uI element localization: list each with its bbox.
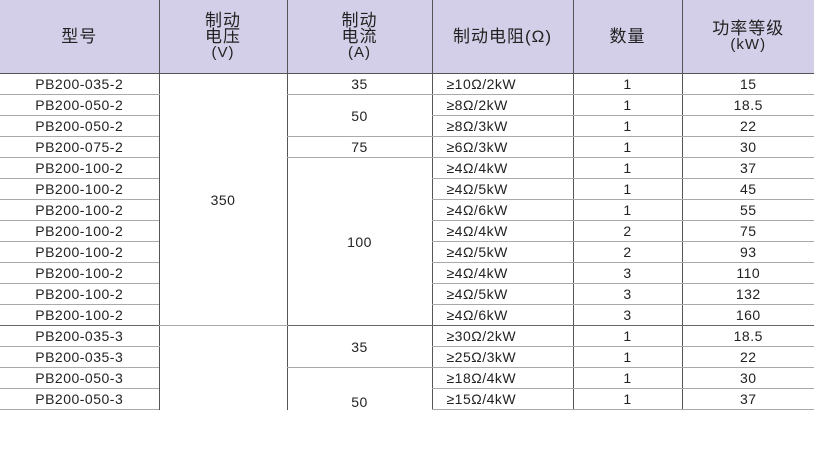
resistor-cell: ≥4Ω/4kW — [431, 262, 573, 284]
current-cell: 100 — [286, 157, 432, 326]
power-cell: 45 — [681, 178, 814, 200]
model-cell: PB200-100-2 — [0, 304, 159, 326]
power-cell: 22 — [681, 115, 814, 137]
quantity-cell: 2 — [572, 241, 682, 263]
header-row: 型号 制动 电压 (V) 制动 电流 (A) 制动电阻(Ω) 数量 功率等级 (kW) — [0, 0, 814, 74]
current-cell: 35 — [286, 325, 432, 368]
current-cell: 35 — [286, 73, 432, 95]
model-cell: PB200-050-2 — [0, 94, 159, 116]
model-cell: PB200-050-3 — [0, 388, 159, 410]
model-cell: PB200-050-2 — [0, 115, 159, 137]
resistor-cell: ≥4Ω/5kW — [431, 241, 573, 263]
quantity-cell: 3 — [572, 304, 682, 326]
header-voltage: 制动 电压 (V) — [158, 0, 287, 74]
model-cell: PB200-075-2 — [0, 136, 159, 158]
table-row: PB200-100-2 ≥4Ω/6kW 3 160 — [0, 304, 814, 326]
power-cell: 75 — [681, 220, 814, 242]
power-cell: 22 — [681, 346, 814, 368]
model-cell: PB200-050-3 — [0, 367, 159, 389]
resistor-cell: ≥4Ω/6kW — [431, 199, 573, 221]
resistor-cell: ≥4Ω/5kW — [431, 283, 573, 305]
model-cell: PB200-035-3 — [0, 325, 159, 347]
header-power: 功率等级 (kW) — [681, 0, 814, 74]
model-cell: PB200-100-2 — [0, 241, 159, 263]
header-current: 制动 电流 (A) — [286, 0, 432, 74]
power-cell: 18.5 — [681, 94, 814, 116]
resistor-cell: ≥4Ω/4kW — [431, 220, 573, 242]
power-cell: 160 — [681, 304, 814, 326]
power-cell: 30 — [681, 367, 814, 389]
quantity-cell: 1 — [572, 178, 682, 200]
quantity-cell: 3 — [572, 283, 682, 305]
table-row: PB200-035-3 ≥25Ω/3kW 1 22 — [0, 346, 814, 368]
quantity-cell: 3 — [572, 262, 682, 284]
model-cell: PB200-100-2 — [0, 178, 159, 200]
power-cell: 110 — [681, 262, 814, 284]
table-row: PB200-050-3 50 ≥18Ω/4kW 1 30 — [0, 367, 814, 410]
table-row: PB200-100-2 ≥4Ω/5kW 2 93 — [0, 241, 814, 263]
resistor-cell: ≥30Ω/2kW — [431, 325, 573, 347]
resistor-cell: ≥15Ω/4kW — [431, 388, 573, 410]
model-cell: PB200-100-2 — [0, 157, 159, 179]
resistor-cell: ≥6Ω/3kW — [431, 136, 573, 158]
model-cell: PB200-035-3 — [0, 346, 159, 368]
table-row: PB200-100-2 ≥4Ω/6kW 1 55 — [0, 199, 814, 221]
table-row: PB200-050-2 ≥8Ω/3kW 1 22 — [0, 115, 814, 137]
quantity-cell: 1 — [572, 367, 682, 389]
quantity-cell: 1 — [572, 94, 682, 116]
quantity-cell: 1 — [572, 325, 682, 347]
model-cell: PB200-035-2 — [0, 73, 159, 95]
header-model: 型号 — [0, 0, 159, 74]
resistor-cell: ≥8Ω/3kW — [431, 115, 573, 137]
voltage-cell — [158, 325, 287, 410]
model-cell: PB200-100-2 — [0, 220, 159, 242]
header-quantity: 数量 — [572, 0, 682, 74]
power-cell: 93 — [681, 241, 814, 263]
resistor-cell: ≥18Ω/4kW — [431, 367, 573, 389]
power-cell: 132 — [681, 283, 814, 305]
quantity-cell: 2 — [572, 220, 682, 242]
header-resistor: 制动电阻(Ω) — [431, 0, 573, 74]
model-cell: PB200-100-2 — [0, 262, 159, 284]
current-cell: 50 — [286, 367, 432, 410]
power-cell: 15 — [681, 73, 814, 95]
table-row: PB200-100-2 100 ≥4Ω/4kW 1 37 — [0, 157, 814, 326]
resistor-cell: ≥4Ω/4kW — [431, 157, 573, 179]
quantity-cell: 1 — [572, 136, 682, 158]
resistor-cell: ≥10Ω/2kW — [431, 73, 573, 95]
quantity-cell: 1 — [572, 115, 682, 137]
quantity-cell: 1 — [572, 199, 682, 221]
table-row: PB200-100-2 ≥4Ω/5kW 3 132 — [0, 283, 814, 305]
table-row: PB200-100-2 ≥4Ω/4kW 2 75 — [0, 220, 814, 242]
model-cell: PB200-100-2 — [0, 199, 159, 221]
table-row: PB200-035-2 350 35 ≥10Ω/2kW 1 15 — [0, 73, 814, 326]
power-cell: 55 — [681, 199, 814, 221]
resistor-cell: ≥8Ω/2kW — [431, 94, 573, 116]
table-row: PB200-035-3 35 ≥30Ω/2kW 1 18.5 — [0, 325, 814, 410]
quantity-cell: 1 — [572, 388, 682, 410]
resistor-cell: ≥4Ω/6kW — [431, 304, 573, 326]
quantity-cell: 1 — [572, 157, 682, 179]
power-cell: 18.5 — [681, 325, 814, 347]
power-cell: 37 — [681, 388, 814, 410]
power-cell: 30 — [681, 136, 814, 158]
power-cell: 37 — [681, 157, 814, 179]
quantity-cell: 1 — [572, 346, 682, 368]
resistor-cell: ≥25Ω/3kW — [431, 346, 573, 368]
voltage-cell: 350 — [158, 73, 287, 326]
table-row: PB200-100-2 ≥4Ω/4kW 3 110 — [0, 262, 814, 284]
table-row: PB200-050-2 50 ≥8Ω/2kW 1 18.5 — [0, 94, 814, 137]
quantity-cell: 1 — [572, 73, 682, 95]
current-cell: 50 — [286, 94, 432, 137]
table-row: PB200-100-2 ≥4Ω/5kW 1 45 — [0, 178, 814, 200]
braking-unit-spec-table: 型号 制动 电压 (V) 制动 电流 (A) 制动电阻(Ω) 数量 功率等级 (kW) P… — [0, 0, 814, 410]
current-cell: 75 — [286, 136, 432, 158]
resistor-cell: ≥4Ω/5kW — [431, 178, 573, 200]
model-cell: PB200-100-2 — [0, 283, 159, 305]
table-row: PB200-050-3 ≥15Ω/4kW 1 37 — [0, 388, 814, 410]
table-row: PB200-075-2 75 ≥6Ω/3kW 1 30 — [0, 136, 814, 158]
